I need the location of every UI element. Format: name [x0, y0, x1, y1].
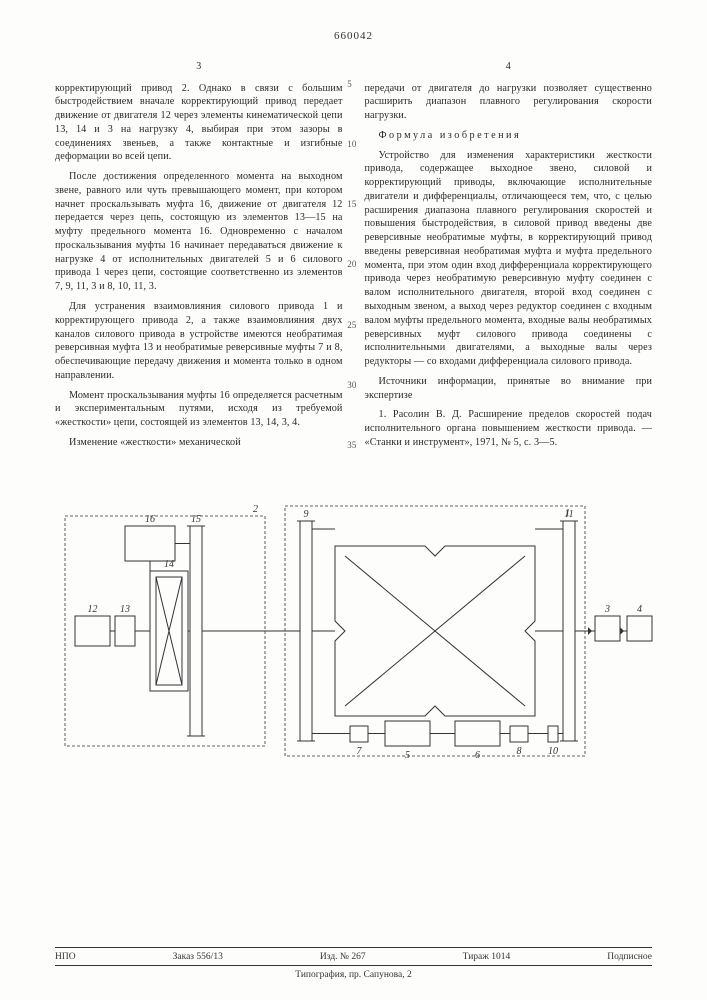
svg-text:9: 9 — [304, 509, 309, 520]
svg-text:11: 11 — [564, 509, 573, 520]
svg-text:13: 13 — [120, 604, 130, 615]
svg-text:5: 5 — [405, 750, 410, 761]
para: корректирующий привод 2. Однако в связи … — [55, 82, 343, 165]
svg-text:3: 3 — [604, 604, 610, 615]
line-num: 35 — [347, 439, 356, 451]
svg-text:12: 12 — [88, 604, 98, 615]
para: Изменение «жесткости» механической — [55, 436, 343, 450]
line-markers: 5 10 15 20 25 30 35 — [347, 78, 356, 451]
footer-order: Заказ 556/13 — [173, 952, 223, 962]
svg-text:8: 8 — [517, 746, 522, 757]
line-num: 20 — [347, 258, 356, 270]
footer-sign: Подписное — [607, 952, 652, 962]
svg-text:2: 2 — [253, 504, 258, 515]
footer-row: НПО Заказ 556/13 Изд. № 267 Тираж 1014 П… — [55, 947, 652, 962]
left-column: 3 корректирующий привод 2. Однако в связ… — [55, 60, 343, 456]
source-item: 1. Расолин В. Д. Расширение пределов ско… — [365, 408, 653, 449]
col-number-left: 3 — [55, 60, 343, 74]
footer-typo: Типография, пр. Сапунова, 2 — [55, 965, 652, 980]
col-number-right: 4 — [365, 60, 653, 74]
section-title-text: Формула изобретения — [379, 130, 522, 141]
svg-text:16: 16 — [145, 514, 155, 525]
document-number: 660042 — [55, 30, 652, 42]
page: 660042 3 корректирующий привод 2. Однако… — [0, 0, 707, 1000]
footer-tirazh: Тираж 1014 — [463, 952, 511, 962]
line-num: 5 — [347, 78, 356, 90]
line-num: 10 — [347, 138, 356, 150]
para: Для устранения взаимовлияния силового пр… — [55, 300, 343, 383]
svg-text:6: 6 — [475, 750, 480, 761]
section-title: Формула изобретения — [365, 129, 653, 143]
sources-title: Источники информации, принятые во вниман… — [365, 375, 653, 403]
svg-text:7: 7 — [357, 746, 363, 757]
para-body: Устройство для изменения характеристики … — [365, 149, 653, 369]
text-columns: 3 корректирующий привод 2. Однако в связ… — [55, 60, 652, 456]
svg-text:14: 14 — [164, 559, 174, 570]
footer-izd: Изд. № 267 — [320, 952, 366, 962]
svg-text:10: 10 — [548, 746, 558, 757]
para: Момент проскальзывания муфты 16 определя… — [55, 389, 343, 430]
schematic-diagram: 21161213151491175681034 — [55, 476, 655, 776]
line-num: 25 — [347, 319, 356, 331]
svg-text:15: 15 — [191, 514, 201, 525]
footer-npo: НПО — [55, 952, 76, 962]
para-lead: передачи от двигателя до нагрузки позвол… — [365, 82, 653, 123]
svg-text:4: 4 — [637, 604, 642, 615]
para: После достижения определенного момента н… — [55, 170, 343, 294]
diagram-svg: 21161213151491175681034 — [55, 476, 655, 776]
line-num: 30 — [347, 379, 356, 391]
right-column: 4 передачи от двигателя до нагрузки позв… — [365, 60, 653, 456]
line-num: 15 — [347, 198, 356, 210]
